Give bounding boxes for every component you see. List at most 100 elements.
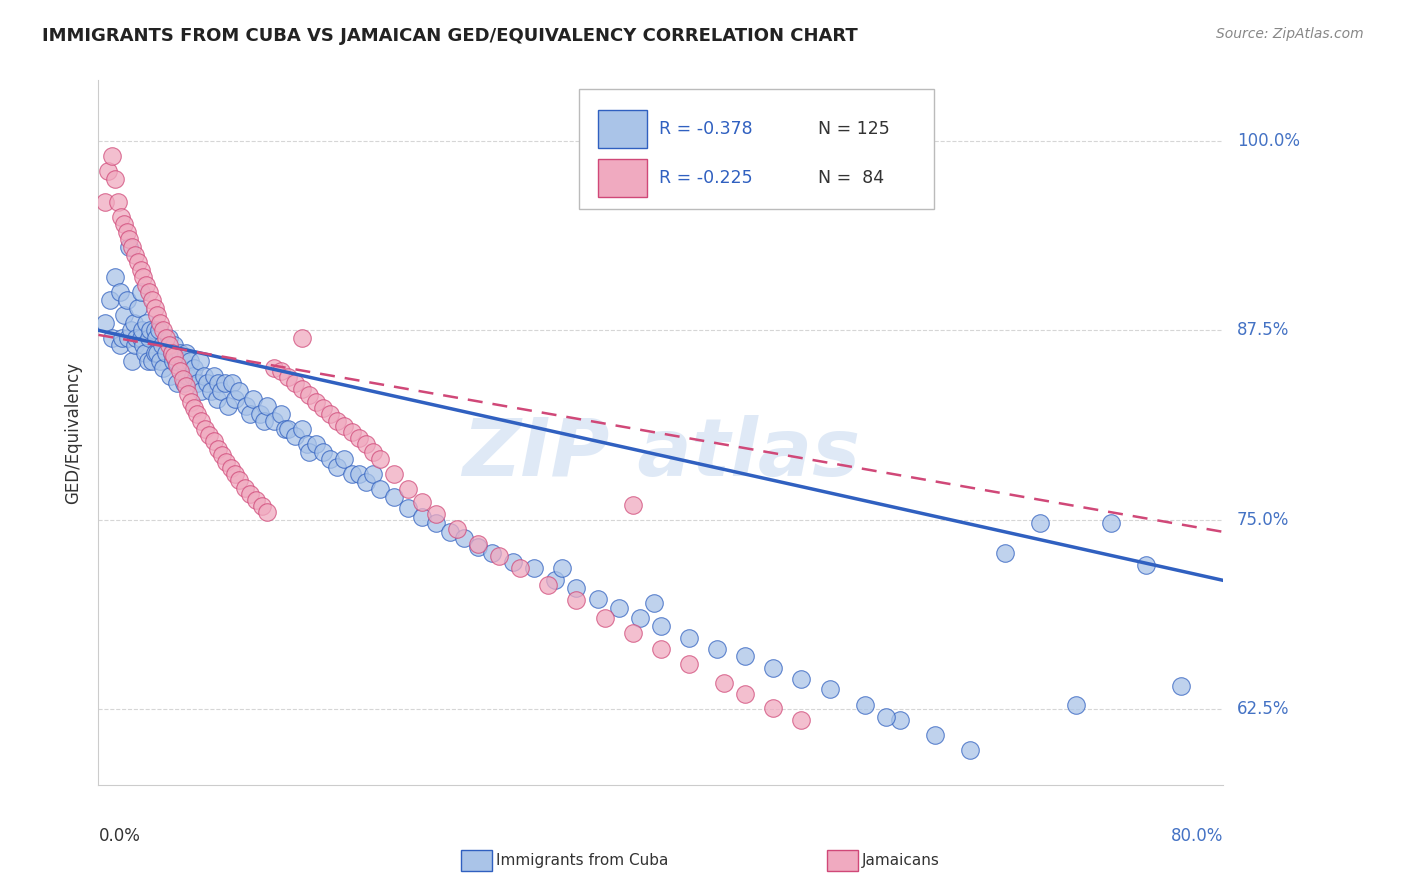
Point bbox=[149, 316, 172, 330]
Point bbox=[319, 452, 342, 467]
FancyBboxPatch shape bbox=[598, 159, 647, 197]
Text: 75.0%: 75.0% bbox=[1237, 511, 1289, 529]
Point bbox=[127, 301, 149, 315]
Point bbox=[994, 546, 1017, 560]
Point bbox=[107, 194, 129, 209]
Point bbox=[277, 422, 299, 436]
Point bbox=[298, 444, 321, 458]
Point bbox=[183, 361, 205, 376]
Text: R = -0.378: R = -0.378 bbox=[658, 120, 752, 138]
Point bbox=[121, 240, 143, 254]
Point bbox=[565, 581, 588, 595]
Point bbox=[146, 346, 169, 360]
Point bbox=[165, 353, 187, 368]
Point bbox=[250, 499, 273, 513]
Point bbox=[174, 346, 197, 360]
Point bbox=[650, 619, 672, 633]
Point bbox=[115, 293, 138, 307]
Point bbox=[361, 467, 384, 482]
Point bbox=[121, 353, 143, 368]
Point bbox=[157, 338, 180, 352]
Point bbox=[118, 232, 141, 246]
Point bbox=[488, 549, 510, 563]
Point bbox=[284, 376, 307, 391]
Point bbox=[166, 376, 188, 391]
Point bbox=[439, 524, 461, 539]
Point bbox=[211, 448, 233, 462]
Point bbox=[166, 358, 188, 372]
Point bbox=[650, 641, 672, 656]
Point bbox=[228, 474, 250, 488]
Point bbox=[143, 346, 166, 360]
Point bbox=[122, 316, 145, 330]
Point bbox=[537, 578, 560, 592]
Point bbox=[110, 210, 132, 224]
Point bbox=[200, 384, 222, 398]
Point bbox=[97, 164, 120, 178]
Y-axis label: GED/Equivalency: GED/Equivalency bbox=[65, 361, 83, 504]
Point bbox=[509, 561, 531, 575]
Point bbox=[224, 392, 246, 406]
Point bbox=[502, 555, 524, 569]
Point bbox=[1170, 680, 1192, 694]
Point bbox=[889, 713, 911, 727]
Point bbox=[818, 682, 841, 697]
Point bbox=[270, 407, 292, 421]
Point bbox=[104, 171, 127, 186]
Point bbox=[734, 649, 756, 664]
Point bbox=[762, 661, 785, 675]
Point bbox=[621, 498, 644, 512]
Point bbox=[194, 422, 217, 436]
Point bbox=[138, 331, 160, 345]
Point bbox=[129, 285, 152, 300]
Point bbox=[143, 323, 166, 337]
Text: IMMIGRANTS FROM CUBA VS JAMAICAN GED/EQUIVALENCY CORRELATION CHART: IMMIGRANTS FROM CUBA VS JAMAICAN GED/EQU… bbox=[42, 27, 858, 45]
Point bbox=[108, 285, 131, 300]
Point bbox=[134, 346, 156, 360]
Point bbox=[312, 401, 335, 415]
Point bbox=[152, 323, 174, 337]
Text: 62.5%: 62.5% bbox=[1237, 700, 1289, 718]
Point bbox=[256, 399, 278, 413]
Point bbox=[180, 394, 202, 409]
Point bbox=[284, 429, 307, 443]
Point bbox=[467, 537, 489, 551]
Point bbox=[135, 316, 157, 330]
Point bbox=[176, 368, 198, 383]
Point bbox=[195, 376, 218, 391]
Point bbox=[678, 657, 700, 671]
Point bbox=[173, 376, 195, 391]
Point bbox=[621, 626, 644, 640]
Text: 87.5%: 87.5% bbox=[1237, 321, 1289, 339]
Point bbox=[382, 467, 405, 482]
Point bbox=[1135, 558, 1157, 573]
Point bbox=[368, 483, 391, 497]
Point bbox=[305, 437, 328, 451]
Point bbox=[586, 591, 609, 606]
Point bbox=[333, 418, 356, 433]
Point bbox=[228, 384, 250, 398]
Point bbox=[117, 331, 139, 345]
Point bbox=[214, 376, 236, 391]
Point bbox=[312, 444, 335, 458]
Point bbox=[205, 392, 228, 406]
Point bbox=[340, 467, 363, 482]
Point bbox=[207, 376, 229, 391]
Point bbox=[174, 379, 197, 393]
Text: 80.0%: 80.0% bbox=[1171, 827, 1223, 846]
Point bbox=[115, 225, 138, 239]
Point bbox=[425, 507, 447, 521]
Point bbox=[186, 407, 208, 421]
Point bbox=[190, 384, 212, 398]
Point bbox=[361, 444, 384, 458]
Point bbox=[132, 270, 155, 285]
Point bbox=[160, 346, 183, 360]
Point bbox=[263, 361, 285, 376]
Point bbox=[172, 372, 194, 386]
Point bbox=[396, 500, 419, 515]
Point bbox=[145, 331, 167, 345]
Point bbox=[253, 414, 276, 428]
Point bbox=[188, 353, 211, 368]
FancyBboxPatch shape bbox=[579, 88, 934, 210]
Text: N =  84: N = 84 bbox=[818, 169, 884, 187]
